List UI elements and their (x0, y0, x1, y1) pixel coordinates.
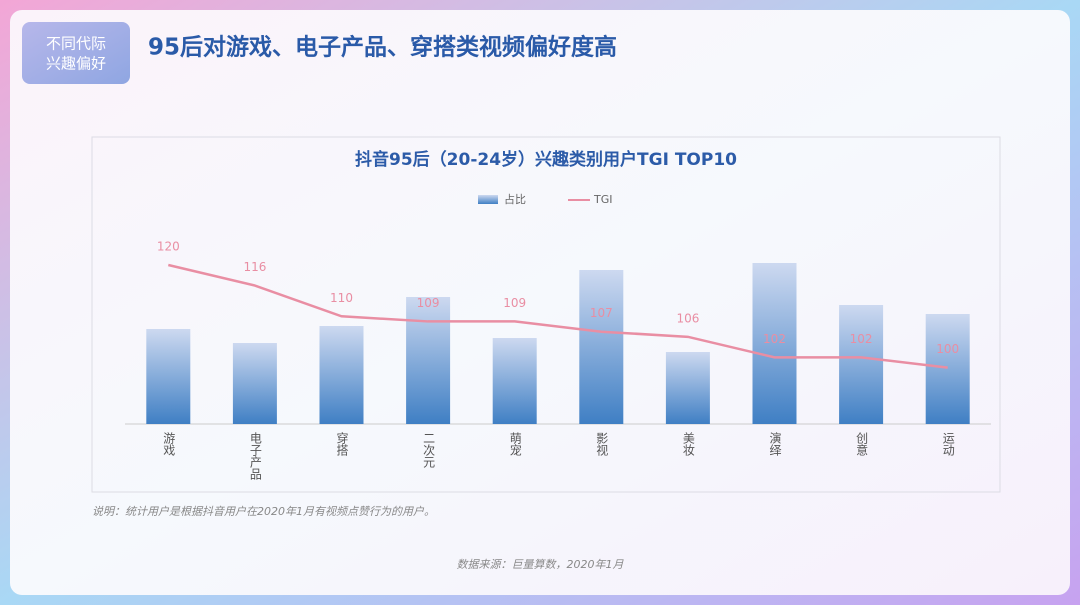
x-tick-label: 萌宠 (508, 432, 522, 456)
bar (146, 329, 191, 424)
headline: 95后对游戏、电子产品、穿搭类视频偏好度高 (148, 34, 617, 61)
bar (232, 343, 277, 424)
x-tick-label: 创意 (855, 432, 869, 456)
bar (492, 338, 537, 424)
legend-swatch (478, 195, 498, 204)
bar (752, 263, 797, 424)
legend-label: TGI (593, 193, 613, 206)
x-tick-label: 穿搭 (335, 431, 349, 457)
bar (406, 297, 451, 424)
badge (22, 22, 130, 84)
x-tick-label: 电子产品 (248, 432, 262, 480)
data-label: 116 (243, 260, 266, 274)
source: 数据来源：巨量算数，2020年1月 (457, 558, 625, 571)
bar (579, 270, 624, 424)
data-label: 109 (503, 296, 526, 310)
bar (319, 326, 364, 424)
data-label: 102 (763, 332, 786, 346)
note: 说明：统计用户是根据抖音用户在2020年1月有视频点赞行为的用户。 (92, 505, 435, 518)
line (168, 263, 948, 369)
x-tick-label: 美妆 (681, 432, 695, 456)
badge-text: 不同代际 (46, 35, 106, 53)
chart-title: 抖音95后（20-24岁）兴趣类别用户TGI TOP10 (355, 149, 737, 170)
legend-label: 占比 (504, 192, 526, 206)
x-tick-label: 游戏 (162, 432, 176, 457)
x-tick-label: 演绎 (768, 431, 782, 456)
data-label: 109 (417, 296, 440, 310)
data-label: 107 (590, 306, 613, 320)
chart-panel (91, 136, 1001, 493)
data-label: 110 (330, 291, 353, 305)
x-tick-label: 运动 (941, 432, 955, 456)
data-label: 106 (676, 311, 699, 325)
bar (665, 352, 710, 424)
data-label: 120 (157, 240, 180, 254)
x-tick-label: 二次元 (422, 432, 436, 469)
card (10, 10, 1070, 595)
data-label: 102 (850, 332, 873, 346)
x-tick-label: 影视 (595, 432, 609, 456)
data-label: 100 (936, 342, 959, 356)
bar (839, 305, 884, 424)
badge-text: 兴趣偏好 (46, 55, 106, 73)
bar (925, 314, 970, 424)
